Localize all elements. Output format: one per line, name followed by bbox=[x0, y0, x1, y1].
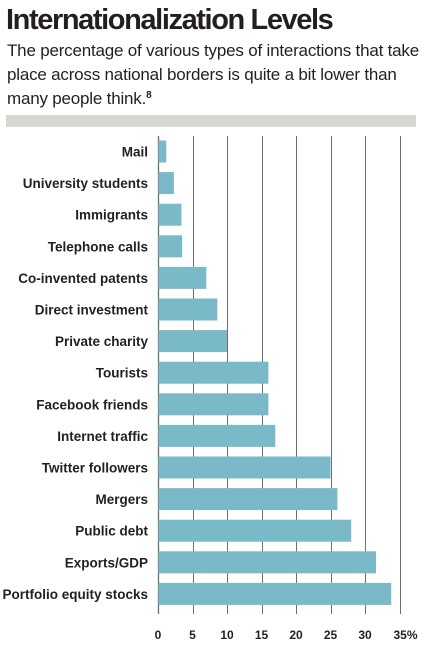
bar-tourists bbox=[158, 361, 269, 384]
footnote-marker: 8 bbox=[146, 90, 152, 101]
category-label-private-charity: Private charity bbox=[55, 334, 149, 349]
subtitle-text: The percentage of various types of inter… bbox=[7, 41, 419, 108]
x-tick-label-10: 10 bbox=[220, 628, 234, 642]
bar-portfolio-equity-stocks bbox=[158, 582, 392, 605]
x-tick-label-35: 35% bbox=[393, 628, 417, 642]
bar-public-debt bbox=[158, 519, 352, 542]
bar-mail bbox=[158, 140, 167, 163]
x-axis-ticks: 0 5 10 15 20 25 30 35% bbox=[155, 628, 418, 642]
bar-immigrants bbox=[158, 203, 182, 226]
category-label-direct-investment: Direct investment bbox=[35, 303, 149, 318]
bar-direct-investment bbox=[158, 298, 218, 321]
x-tick-label-15: 15 bbox=[255, 628, 269, 642]
category-label-public-debt: Public debt bbox=[75, 524, 148, 539]
bar-university-students bbox=[158, 172, 174, 195]
bar-facebook-friends bbox=[158, 393, 269, 416]
category-label-facebook-friends: Facebook friends bbox=[36, 397, 148, 412]
category-label-telephone-calls: Telephone calls bbox=[48, 239, 148, 254]
chart-title: Internationalization Levels bbox=[6, 4, 334, 36]
category-label-twitter-followers: Twitter followers bbox=[42, 461, 148, 476]
x-tick-label-25: 25 bbox=[324, 628, 338, 642]
category-label-immigrants: Immigrants bbox=[75, 208, 148, 223]
category-label-co-invented-patents: Co-invented patents bbox=[18, 271, 148, 286]
x-tick-label-30: 30 bbox=[358, 628, 372, 642]
category-labels: Mail University students Immigrants Telepho… bbox=[2, 145, 148, 602]
bar-exports-gdp bbox=[158, 551, 377, 574]
bars bbox=[158, 140, 392, 605]
x-tick-label-20: 20 bbox=[289, 628, 303, 642]
category-label-internet-traffic: Internet traffic bbox=[57, 429, 148, 444]
category-label-exports-gdp: Exports/GDP bbox=[65, 555, 148, 570]
category-label-tourists: Tourists bbox=[96, 366, 148, 381]
chart-subtitle: The percentage of various types of inter… bbox=[7, 39, 423, 111]
x-tick-label-5: 5 bbox=[189, 628, 196, 642]
bar-twitter-followers bbox=[158, 456, 331, 479]
category-label-university-students: University students bbox=[23, 176, 148, 191]
bar-internet-traffic bbox=[158, 424, 276, 447]
category-label-mail: Mail bbox=[122, 145, 148, 160]
bar-private-charity bbox=[158, 330, 227, 353]
bar-co-invented-patents bbox=[158, 266, 207, 289]
bar-telephone-calls bbox=[158, 235, 183, 258]
category-label-portfolio-equity-stocks: Portfolio equity stocks bbox=[2, 587, 148, 602]
category-label-mergers: Mergers bbox=[95, 492, 148, 507]
x-tick-label-0: 0 bbox=[155, 628, 162, 642]
header-divider-band bbox=[6, 115, 416, 127]
bar-mergers bbox=[158, 488, 338, 511]
